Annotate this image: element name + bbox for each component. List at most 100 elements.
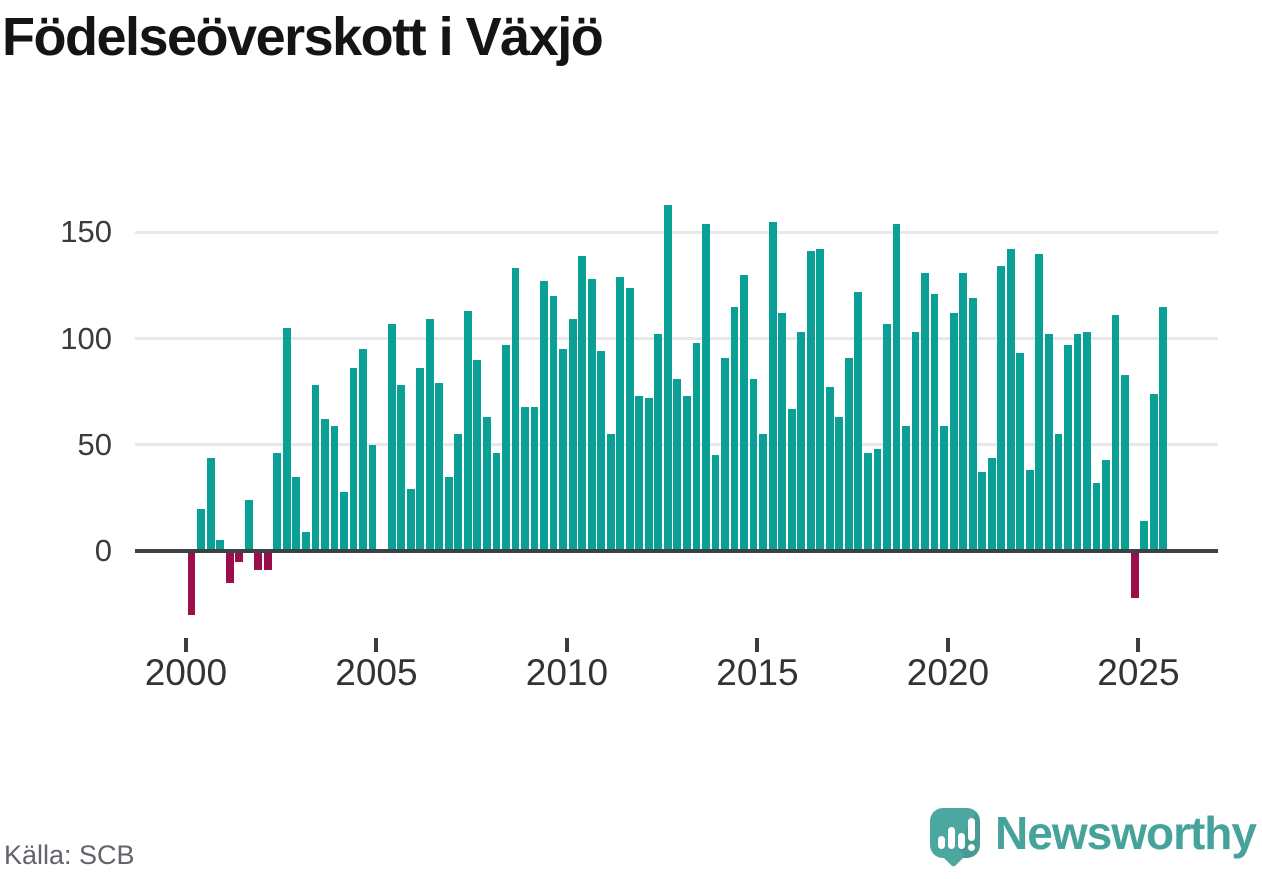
x-axis-label-2015: 2015: [716, 652, 799, 693]
bar-2013-Q2: [692, 342, 701, 551]
newsworthy-logo: Newsworthy: [930, 806, 1257, 868]
x-axis-tick-2010: [564, 638, 569, 652]
bar-2009-Q1: [530, 406, 539, 551]
logo-exclamation-dot-icon: [968, 844, 976, 851]
y-axis-label-0: 0: [94, 533, 112, 568]
bar-2012-Q1: [644, 398, 653, 551]
bar-2019-Q2: [921, 272, 929, 551]
bar-2015-Q3: [778, 313, 787, 551]
bar-2010-Q3: [587, 279, 596, 551]
bar-2023-Q2: [1073, 334, 1082, 551]
bar-2006-Q2: [425, 319, 434, 551]
source-note: Källa: SCB: [4, 840, 135, 870]
bar-2003-Q2: [311, 385, 320, 551]
bar-2020-Q3: [968, 298, 977, 551]
logo-text: Newsworthy: [995, 807, 1257, 859]
bar-2014-Q4: [749, 378, 758, 551]
bar-2013-Q4: [711, 455, 720, 551]
bar-2001-Q4: [254, 551, 263, 571]
bar-2022-Q3: [1044, 334, 1053, 551]
bar-2002-Q1: [263, 551, 272, 571]
bar-2012-Q4: [673, 378, 682, 551]
logo-exclamation-icon: [968, 818, 976, 841]
bar-2020-Q2: [959, 272, 968, 551]
x-axis-tick-2000: [183, 638, 188, 652]
bar-2007-Q4: [482, 417, 491, 551]
bar-2016-Q2: [806, 251, 815, 551]
bar-2017-Q1: [835, 417, 844, 551]
bar-2016-Q4: [825, 387, 834, 551]
bar-2004-Q1: [340, 491, 348, 551]
bar-2024-Q2: [1111, 315, 1120, 551]
bar-2011-Q1: [606, 434, 615, 551]
y-axis-label-100: 100: [60, 320, 112, 356]
bar-2020-Q4: [978, 472, 987, 551]
bar-2025-Q1: [1140, 521, 1149, 551]
bar-2008-Q1: [492, 453, 501, 551]
bar-2023-Q3: [1083, 332, 1091, 551]
bar-2005-Q3: [397, 385, 406, 551]
bar-2001-Q1: [225, 551, 234, 583]
bar-2017-Q3: [854, 291, 863, 551]
gridline-150: [135, 230, 1218, 234]
bar-2024-Q4: [1130, 551, 1139, 598]
bar-2023-Q4: [1092, 483, 1101, 551]
bar-2011-Q4: [635, 395, 644, 551]
bar-2016-Q1: [797, 332, 806, 551]
bar-2002-Q3: [282, 327, 291, 551]
bar-2024-Q1: [1102, 459, 1110, 551]
bar-2020-Q1: [949, 313, 958, 551]
bar-2019-Q3: [930, 293, 939, 551]
bar-2021-Q4: [1016, 353, 1025, 551]
bar-2021-Q3: [1006, 249, 1015, 551]
bar-2017-Q4: [864, 453, 872, 551]
bar-2022-Q2: [1035, 253, 1044, 551]
bar-2008-Q2: [502, 344, 510, 551]
bar-2018-Q3: [892, 223, 901, 551]
x-axis-label-2005: 2005: [335, 652, 418, 693]
logo-bar-icon: [938, 836, 946, 849]
bar-2002-Q2: [273, 453, 282, 551]
bar-2009-Q4: [559, 349, 567, 551]
bar-2009-Q2: [540, 281, 548, 551]
bar-2018-Q4: [902, 425, 910, 551]
bar-2015-Q1: [759, 434, 768, 551]
bar-2005-Q4: [406, 489, 415, 551]
bar-2007-Q2: [463, 310, 472, 551]
chart-speech-bubble-icon: [930, 808, 981, 868]
bar-2001-Q2: [235, 551, 244, 562]
bar-2017-Q2: [844, 357, 853, 551]
bar-2010-Q4: [597, 351, 606, 551]
x-axis-tick-2025: [1136, 638, 1141, 652]
bar-2008-Q4: [521, 406, 529, 551]
bar-2002-Q4: [292, 476, 301, 551]
x-axis-tick-2015: [755, 638, 760, 652]
bar-2015-Q2: [768, 221, 777, 551]
bar-2007-Q3: [473, 359, 482, 551]
bar-2022-Q4: [1054, 434, 1063, 551]
x-axis-label-2010: 2010: [525, 652, 609, 693]
bar-2003-Q3: [321, 419, 329, 551]
x-axis-label-2000: 2000: [144, 652, 228, 693]
bar-2001-Q3: [244, 500, 253, 551]
x-axis-label-2025: 2025: [1097, 652, 1180, 693]
gridline-100: [135, 337, 1218, 341]
page-title: Födelseöverskott i Växjö: [2, 7, 604, 67]
bar-2012-Q2: [654, 334, 663, 551]
logo-bar-icon: [948, 827, 956, 849]
bar-2014-Q2: [730, 306, 739, 551]
bar-2003-Q4: [330, 425, 339, 551]
bar-2000-Q4: [216, 540, 225, 551]
bar-2014-Q1: [721, 357, 729, 551]
bar-2004-Q4: [368, 444, 377, 551]
bar-2000-Q1: [187, 551, 196, 615]
bar-2024-Q3: [1121, 374, 1129, 551]
bar-2008-Q3: [511, 268, 520, 551]
bar-2018-Q1: [873, 449, 882, 551]
bar-2021-Q2: [997, 266, 1006, 551]
x-axis-tick-2005: [374, 638, 379, 652]
bar-2006-Q4: [444, 476, 453, 551]
bar-2022-Q1: [1025, 470, 1034, 551]
